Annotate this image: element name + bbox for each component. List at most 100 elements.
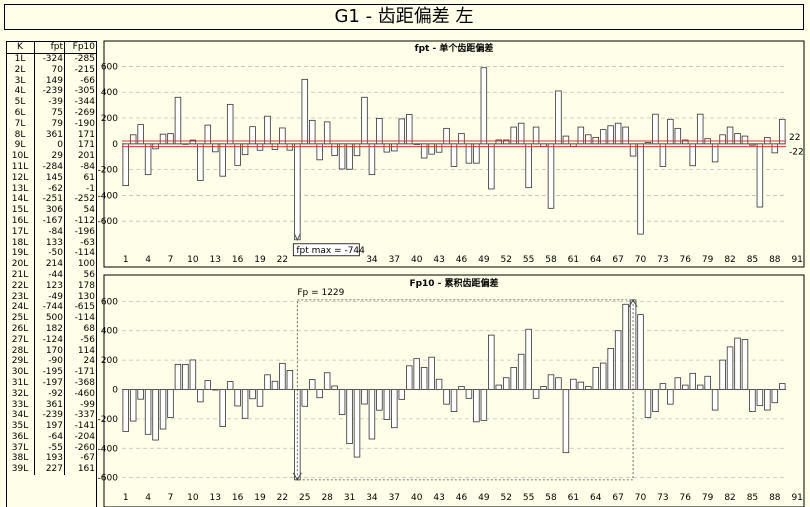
table-cell-k: 15L <box>11 205 29 216</box>
table-cell-fp10: 68 <box>64 323 96 335</box>
table-cell-fpt: 214 <box>34 259 64 270</box>
bar <box>488 143 495 190</box>
table-cell-k: 17L <box>11 226 29 237</box>
table-cell-k: 18L <box>11 237 29 248</box>
bar <box>286 369 294 390</box>
table-row: 23L -49 130 <box>7 291 96 303</box>
x-tick-label: 55 <box>523 255 534 265</box>
table-row: 34L -239 -337 <box>7 410 96 422</box>
table-row: 33L 361 -99 <box>7 399 96 411</box>
max-arrow <box>293 233 301 241</box>
bar <box>547 143 555 209</box>
bar <box>756 389 764 407</box>
x-tick-label: 28 <box>321 493 333 503</box>
bar <box>629 143 637 157</box>
x-tick-label: 64 <box>590 493 602 503</box>
x-tick-label: 52 <box>500 255 511 265</box>
x-tick-label: 43 <box>433 255 444 265</box>
table-cell-fpt: 227 <box>34 464 64 476</box>
table-cell-fpt: 133 <box>34 237 64 249</box>
bar <box>637 314 644 390</box>
bar <box>644 389 652 418</box>
x-tick-label: 85 <box>747 493 758 503</box>
bar <box>458 133 465 145</box>
bar <box>406 114 413 145</box>
bar <box>674 127 682 145</box>
table-cell-fp10: -1 <box>64 183 96 195</box>
x-tick-label: 49 <box>478 493 490 503</box>
bar <box>174 363 182 390</box>
table-cell-fp10: -344 <box>64 97 96 108</box>
x-tick-label: 76 <box>680 255 692 265</box>
table-header: K fpt Fp10 <box>7 42 96 54</box>
x-tick-label: 49 <box>478 255 490 265</box>
bar <box>570 378 577 390</box>
table-cell-fp10: -171 <box>64 367 96 378</box>
tolerance-label: -22 <box>789 148 804 158</box>
table-cell-fpt: -197 <box>34 377 64 389</box>
x-tick-label: 58 <box>545 255 557 265</box>
table-cell-k: 9L <box>14 140 26 151</box>
bar <box>376 118 383 145</box>
y-tick-label: -400 <box>98 191 119 201</box>
bar <box>443 389 450 405</box>
table-cell-fpt: -167 <box>34 215 64 227</box>
bar <box>226 103 234 145</box>
x-tick-label: 70 <box>635 493 647 503</box>
bar <box>428 143 435 155</box>
table-cell-k: 19L <box>11 248 29 259</box>
table-row: 25L 500 -114 <box>7 313 96 324</box>
table-cell-fp10: -260 <box>64 442 96 454</box>
table-cell-fpt: -239 <box>34 86 64 98</box>
table-cell-fpt: 29 <box>34 151 64 162</box>
x-tick-label: 13 <box>210 493 221 503</box>
table-cell-fp10: -285 <box>64 54 96 65</box>
table-cell-fpt: -55 <box>34 442 64 454</box>
table-row: 39L 227 161 <box>7 464 96 476</box>
table-cell-k: 24L <box>11 302 29 313</box>
bar <box>502 377 510 390</box>
table-row: 8L 361 171 <box>7 129 96 141</box>
table-cell-fpt: 145 <box>34 172 64 184</box>
table-cell-fpt: -50 <box>34 248 64 260</box>
bar <box>309 119 316 145</box>
table-cell-fpt: -744 <box>34 302 64 314</box>
bar <box>256 389 264 407</box>
bar <box>197 143 204 181</box>
table-cell-fp10: -305 <box>64 86 96 98</box>
table-header-fp10: Fp10 <box>64 42 96 53</box>
bar <box>398 118 406 145</box>
table-cell-fp10: -67 <box>64 453 96 465</box>
bar <box>622 303 629 390</box>
table-cell-k: 16L <box>11 215 29 226</box>
bar <box>562 135 570 145</box>
bar <box>234 389 241 407</box>
table-cell-fp10: 171 <box>64 129 96 141</box>
y-tick-label: 0 <box>112 140 118 150</box>
bar <box>219 143 226 177</box>
bar <box>525 328 532 390</box>
bar <box>764 389 771 411</box>
bar <box>667 118 674 145</box>
table-cell-fp10: -112 <box>64 215 96 227</box>
y-tick-label: -600 <box>98 474 119 484</box>
bar <box>189 359 197 390</box>
table-cell-fp10: -84 <box>64 161 96 173</box>
table-cell-k: 31L <box>11 377 29 388</box>
table-cell-fpt: -90 <box>34 356 64 368</box>
table-row: 30L -195 -171 <box>7 367 96 378</box>
table-cell-fpt: 149 <box>34 75 64 87</box>
table-cell-fpt: -64 <box>34 431 64 443</box>
bar <box>488 334 495 390</box>
table-row: 3L 149 -66 <box>7 75 96 87</box>
bar <box>749 389 756 412</box>
table-cell-k: 34L <box>11 410 29 421</box>
chart-1: fpt - 单个齿距偏差 600 400 200 0 -200 -400 -600 1 4 7 10 1… <box>98 40 805 268</box>
x-tick-label: 88 <box>769 255 781 265</box>
table-cell-k: 32L <box>11 388 29 399</box>
x-tick-label: 19 <box>254 255 266 265</box>
x-tick-label: 43 <box>433 493 444 503</box>
bar <box>719 359 726 390</box>
bar <box>391 143 398 152</box>
